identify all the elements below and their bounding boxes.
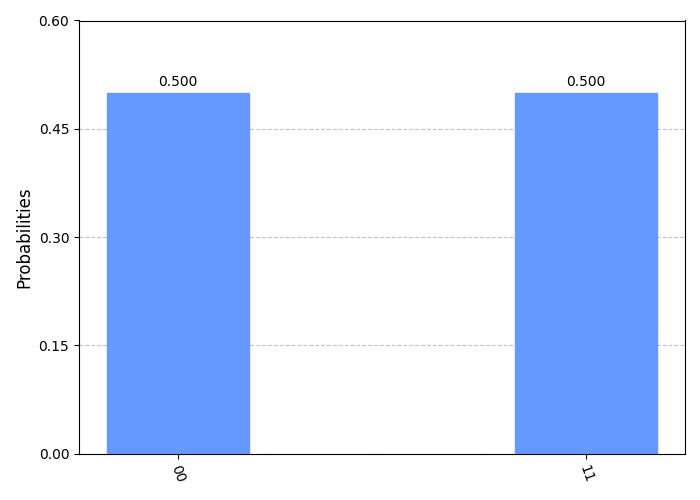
Bar bbox=[106, 92, 249, 454]
Text: 0.500: 0.500 bbox=[566, 75, 606, 89]
Y-axis label: Probabilities: Probabilities bbox=[15, 186, 33, 288]
Text: 0.500: 0.500 bbox=[158, 75, 197, 89]
Bar bbox=[514, 92, 657, 454]
